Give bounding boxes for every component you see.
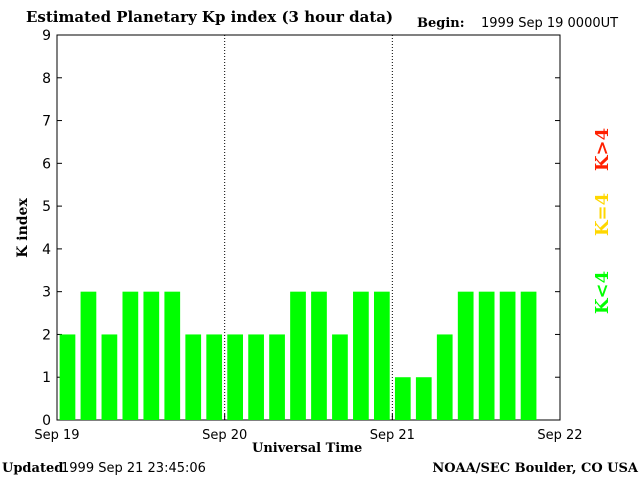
kp-bar <box>248 334 264 420</box>
chart-title: Estimated Planetary Kp index (3 hour dat… <box>26 8 394 26</box>
x-tick-label: Sep 19 <box>34 428 79 443</box>
begin-label: Begin: <box>417 16 465 31</box>
x-tick-label: Sep 21 <box>370 428 415 443</box>
credit-text: NOAA/SEC Boulder, CO USA <box>432 461 638 476</box>
kp-bar <box>353 291 369 420</box>
kp-bar <box>311 291 327 420</box>
updated-label: Updated <box>2 461 64 476</box>
x-tick-label: Sep 20 <box>202 428 247 443</box>
kp-bar <box>164 291 181 420</box>
kp-bar <box>457 291 474 420</box>
y-tick-label: 6 <box>42 156 51 172</box>
y-tick-label: 9 <box>42 28 51 44</box>
updated-value: 1999 Sep 21 23:45:06 <box>61 461 206 476</box>
legend-k-greater-4: K>4 <box>591 127 613 171</box>
y-tick-label: 2 <box>42 327 51 343</box>
kp-bar <box>206 334 223 420</box>
legend-k-less-4: K<4 <box>591 270 613 314</box>
kp-bar <box>122 291 139 420</box>
kp-bar <box>59 334 76 420</box>
y-axis-label: K index <box>15 198 31 258</box>
x-tick-label: Sep 22 <box>537 428 582 443</box>
kp-bar <box>290 291 306 420</box>
kp-bar <box>520 291 537 420</box>
y-tick-label: 3 <box>42 285 51 301</box>
y-tick-label: 0 <box>42 413 51 429</box>
y-tick-label: 1 <box>42 370 51 386</box>
y-tick-label: 4 <box>42 242 51 258</box>
y-tick-label: 7 <box>42 114 51 130</box>
kp-bar <box>415 377 432 420</box>
y-tick-label: 8 <box>42 71 51 87</box>
kp-bar <box>373 291 390 420</box>
kp-bar <box>394 377 411 420</box>
kp-bar <box>143 291 160 420</box>
legend-k-equal-4: K=4 <box>591 192 613 236</box>
x-axis-label: Universal Time <box>252 441 363 456</box>
begin-value: 1999 Sep 19 0000UT <box>481 16 619 31</box>
plot-frame <box>56 34 561 421</box>
kp-bar <box>101 334 118 420</box>
kp-bar <box>499 291 516 420</box>
kp-bar <box>478 291 495 420</box>
y-tick-label: 5 <box>42 199 51 215</box>
kp-bar <box>185 334 202 420</box>
kp-bar <box>80 291 97 420</box>
kp-bar <box>227 334 244 420</box>
kp-bar <box>436 334 453 420</box>
kp-bar <box>269 334 285 420</box>
kp-bar <box>332 334 348 420</box>
